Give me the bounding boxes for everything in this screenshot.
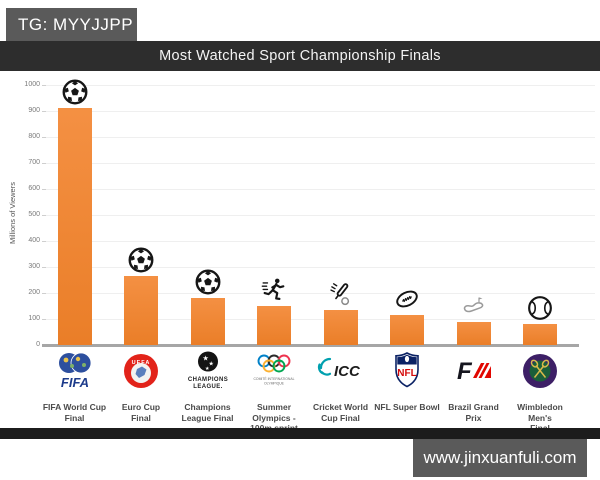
svg-text:ICC: ICC <box>334 363 361 380</box>
watermark-bottom-label: www.jinxuanfuli.com <box>423 448 577 467</box>
nfl-logo: NFL <box>379 350 435 396</box>
bar <box>57 108 92 345</box>
bar <box>323 310 358 345</box>
sprinter-icon <box>261 277 287 303</box>
category-label: Cricket World Cup Final <box>312 402 369 423</box>
title-bar: Most Watched Sport Championship Finals <box>0 41 600 71</box>
y-axis-tick-mark <box>42 267 46 268</box>
svg-text:★: ★ <box>202 355 208 363</box>
svg-text:UEFA: UEFA <box>132 360 151 366</box>
svg-text:OLYMPIQUE: OLYMPIQUE <box>264 382 285 386</box>
y-axis-tick: 200 <box>28 289 40 296</box>
bar <box>523 324 557 345</box>
gridline <box>46 319 595 320</box>
y-axis-tick-mark <box>42 189 46 190</box>
gridline <box>46 163 595 164</box>
y-axis-tick: 1000 <box>24 81 40 88</box>
y-axis-tick: 900 <box>28 107 40 114</box>
icc-logo: ICC <box>313 350 369 396</box>
uefa-logo: UEFA <box>113 350 169 396</box>
category-label: Euro Cup Final <box>121 402 161 423</box>
soccer-ball-icon <box>128 247 154 273</box>
y-axis-tick-mark <box>42 137 46 138</box>
race-track-icon <box>461 293 487 319</box>
y-axis-tick: 0 <box>36 341 40 348</box>
y-axis-tick: 400 <box>28 237 40 244</box>
american-football-icon <box>394 286 420 312</box>
svg-text:COMITÉ INTERNATIONAL: COMITÉ INTERNATIONAL <box>253 376 294 381</box>
category-label: Champions League Final <box>181 402 234 423</box>
svg-text:FIFA: FIFA <box>60 375 88 390</box>
gridline <box>46 293 595 294</box>
y-axis-tick: 600 <box>28 185 40 192</box>
bar <box>456 322 491 345</box>
gridline <box>46 189 595 190</box>
bar <box>190 298 225 345</box>
category-label: Brazil Grand Prix <box>448 402 499 423</box>
y-axis-tick-mark <box>42 85 46 86</box>
soccer-ball-icon <box>195 269 221 295</box>
gridline <box>46 85 595 86</box>
y-axis-tick: 700 <box>28 159 40 166</box>
y-axis-tick: 800 <box>28 133 40 140</box>
gridline <box>46 241 595 242</box>
y-axis-tick-mark <box>42 319 46 320</box>
chart-title: Most Watched Sport Championship Finals <box>159 48 441 64</box>
svg-text:LEAGUE.: LEAGUE. <box>193 384 222 390</box>
svg-text:NFL: NFL <box>397 368 416 379</box>
category-label: NFL Super Bowl <box>374 402 440 412</box>
y-axis-tick-mark <box>42 215 46 216</box>
cricket-bat-ball-icon <box>328 281 354 307</box>
gridline <box>46 137 595 138</box>
y-axis-tick: 300 <box>28 263 40 270</box>
svg-text:CHAMPIONS: CHAMPIONS <box>187 377 227 383</box>
f1-logo: F <box>446 350 502 396</box>
y-axis-tick-mark <box>42 293 46 294</box>
watermark-top-label: TG: MYYJJPP <box>18 15 134 34</box>
y-axis-tick-mark <box>42 163 46 164</box>
category-label: FIFA World Cup Final <box>42 402 107 423</box>
y-axis-tick: 500 <box>28 211 40 218</box>
gridline <box>46 267 595 268</box>
gridline <box>46 215 595 216</box>
svg-text:★: ★ <box>208 361 213 368</box>
soccer-ball-icon <box>62 79 88 105</box>
bar <box>257 306 291 345</box>
y-axis-tick: 100 <box>28 315 40 322</box>
bar <box>390 315 424 345</box>
bar <box>124 276 158 345</box>
fifa-logo: FIFA <box>47 350 103 396</box>
champions-league-logo: ★ ★ ★ CHAMPIONS LEAGUE. <box>180 350 236 396</box>
wimbledon-logo <box>512 350 568 396</box>
gridline <box>46 111 595 112</box>
y-axis-tick-mark <box>42 241 46 242</box>
tennis-ball-icon <box>527 295 553 321</box>
svg-text:F: F <box>457 358 473 385</box>
watermark-bottom: www.jinxuanfuli.com <box>413 439 587 477</box>
y-axis-tick-mark <box>42 111 46 112</box>
bottom-border-bar <box>0 428 600 439</box>
watermark-top: TG: MYYJJPP <box>6 8 137 41</box>
x-axis-line <box>42 344 579 347</box>
svg-text:★: ★ <box>205 366 210 372</box>
olympics-logo: COMITÉ INTERNATIONAL OLYMPIQUE <box>246 350 302 396</box>
